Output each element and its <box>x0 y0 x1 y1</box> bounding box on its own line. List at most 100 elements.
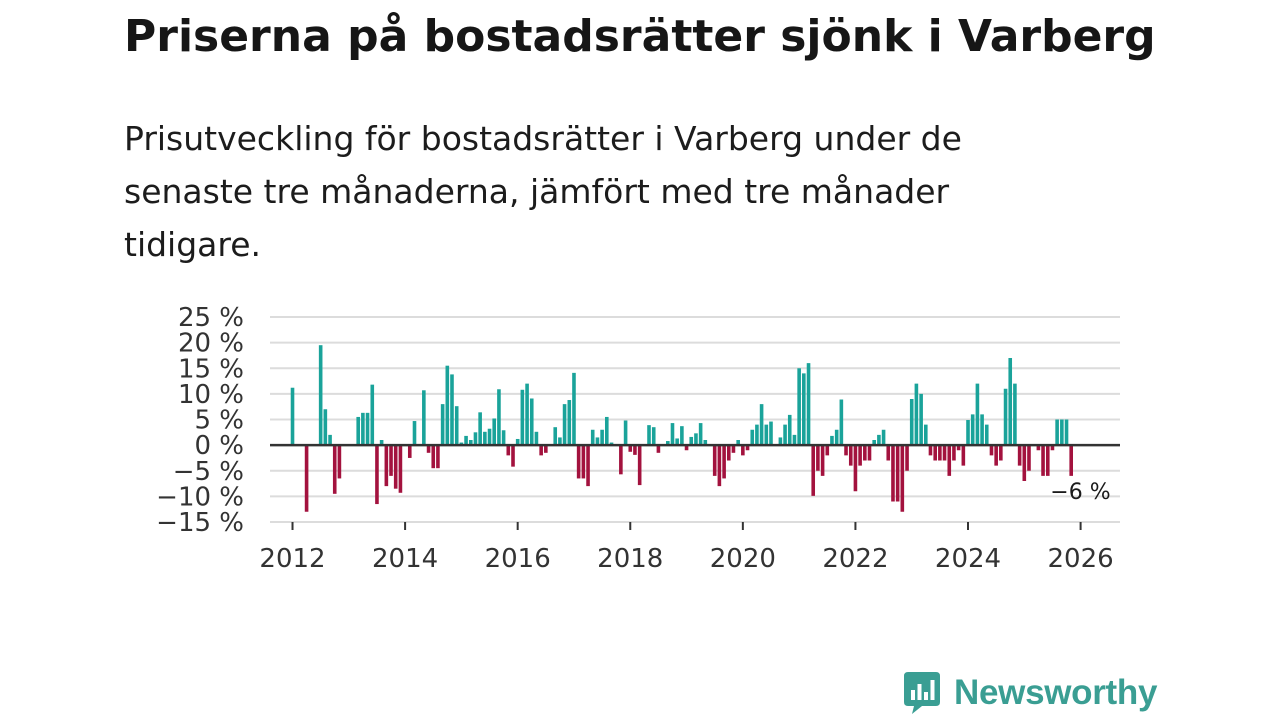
bar <box>975 383 980 446</box>
x-tick-label: 2018 <box>597 544 663 574</box>
bar <box>1017 445 1022 466</box>
bar <box>628 445 633 452</box>
bar <box>787 414 792 446</box>
bar <box>952 445 956 461</box>
bar <box>698 423 703 446</box>
bar <box>731 445 736 453</box>
bar <box>473 432 478 446</box>
bar <box>891 445 895 502</box>
bar <box>741 445 745 456</box>
bar <box>525 383 529 446</box>
bar <box>933 445 937 461</box>
x-tick-label: 2026 <box>1048 544 1114 574</box>
bar <box>558 437 562 446</box>
bar <box>365 412 370 446</box>
y-tick-label: −10 % <box>156 482 244 512</box>
bar <box>529 398 534 446</box>
bar <box>656 445 661 453</box>
bar <box>426 445 431 453</box>
bar <box>825 445 830 456</box>
bar <box>712 445 717 476</box>
bar <box>468 440 473 446</box>
x-tick-label: 2014 <box>372 544 438 574</box>
bar <box>623 420 628 446</box>
bar <box>586 445 590 487</box>
bar <box>544 445 548 453</box>
bar <box>675 438 679 446</box>
bar <box>534 431 539 446</box>
bar <box>806 363 811 446</box>
bar <box>637 445 642 486</box>
bar <box>919 393 923 446</box>
bar <box>895 445 900 502</box>
bar <box>666 441 670 446</box>
bar <box>905 445 909 471</box>
bar <box>994 445 998 466</box>
bar <box>970 414 975 446</box>
bar <box>492 418 497 446</box>
bar <box>759 404 764 446</box>
bar <box>511 445 515 467</box>
bar <box>961 445 966 466</box>
bar <box>572 372 576 446</box>
bar <box>1060 419 1064 446</box>
bar <box>778 437 783 446</box>
gridlines <box>270 316 1120 523</box>
bar <box>412 421 417 446</box>
bar <box>717 445 722 487</box>
bar <box>980 414 984 446</box>
bar <box>881 429 886 446</box>
bar <box>328 434 332 446</box>
bar <box>604 416 609 446</box>
y-tick-label: 20 % <box>178 329 244 359</box>
bar <box>923 424 928 446</box>
bar <box>1008 358 1013 446</box>
bar <box>820 445 825 476</box>
bar <box>764 424 769 446</box>
y-axis-ticks: 25 %20 %15 %10 %5 %0 %−5 %−10 %−15 % <box>156 303 244 538</box>
bar <box>750 429 755 446</box>
bar <box>619 445 623 475</box>
bar <box>459 442 464 446</box>
bar <box>858 445 862 466</box>
x-tick-label: 2012 <box>259 544 325 574</box>
y-tick-label: 5 % <box>194 406 244 436</box>
bar <box>1064 419 1069 446</box>
bar <box>900 445 905 512</box>
bar <box>1069 445 1073 476</box>
bar <box>440 404 445 446</box>
chart-title: Priserna på bostadsrätter sjönk i Varber… <box>124 11 1156 62</box>
y-tick-label: 25 % <box>178 303 244 333</box>
bar <box>398 445 403 493</box>
bar <box>384 445 389 487</box>
bar <box>886 445 891 461</box>
bar <box>464 435 468 446</box>
bar <box>515 438 520 446</box>
bar <box>736 440 740 446</box>
y-tick-label: 15 % <box>178 354 244 384</box>
bar-chart: 25 %20 %15 %10 %5 %0 %−5 %−10 %−15 % 201… <box>156 303 1120 574</box>
bar <box>1022 445 1027 481</box>
x-tick-label: 2020 <box>710 544 776 574</box>
bar <box>1055 419 1059 446</box>
bar <box>1013 383 1017 446</box>
bar <box>802 373 806 446</box>
bar <box>745 445 750 451</box>
bar <box>323 409 328 446</box>
y-tick-label: −15 % <box>156 508 244 538</box>
x-tick-label: 2022 <box>822 544 888 574</box>
bar <box>478 412 482 446</box>
bar <box>1050 445 1055 451</box>
bar <box>942 445 947 461</box>
bar <box>830 435 834 446</box>
bar <box>1045 445 1050 476</box>
bar <box>839 399 844 446</box>
bar <box>989 445 994 456</box>
bar <box>567 400 572 446</box>
bar <box>909 399 914 446</box>
bar <box>984 424 989 446</box>
bar <box>1036 445 1041 451</box>
bar <box>562 404 567 446</box>
bar <box>436 445 440 469</box>
bar <box>370 384 375 446</box>
